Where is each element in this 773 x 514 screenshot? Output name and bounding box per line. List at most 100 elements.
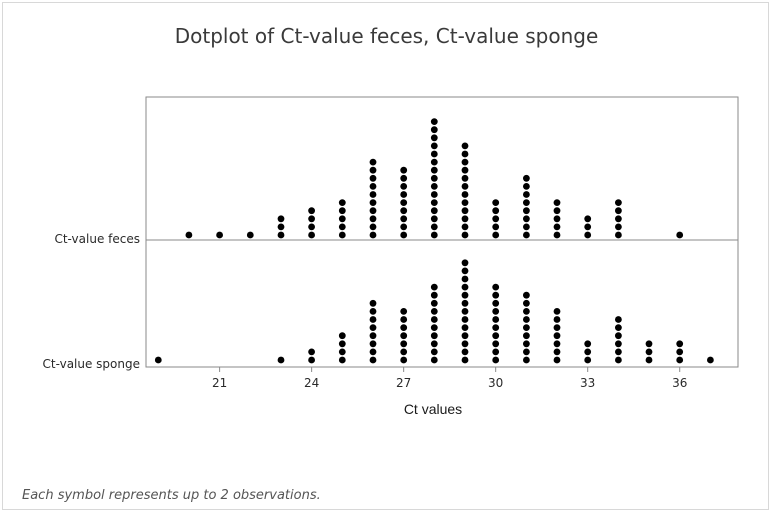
data-dot [430,174,438,182]
data-dot [400,191,408,198]
data-dot [523,291,530,299]
data-dot [461,348,469,356]
data-dot [615,348,622,356]
data-dot [430,283,438,291]
data-dot [430,356,438,364]
data-dot [492,340,500,348]
data-dot [492,283,500,291]
data-dot [615,356,622,364]
data-dot [216,231,224,239]
data-dot [584,348,592,356]
data-dot [430,223,438,231]
data-dot [523,332,530,340]
data-dot [461,356,469,364]
data-dot [523,316,530,323]
data-dot [400,316,408,323]
data-dot [369,191,377,198]
x-axis-label: Ct values [404,401,462,417]
data-dot [492,215,500,223]
data-dot [400,174,408,182]
data-dot [369,308,377,315]
data-dot [492,316,500,323]
data-dot [461,142,469,150]
data-dot [430,316,438,323]
x-tick-label: 27 [396,376,411,390]
data-dot [461,332,469,340]
data-dot [338,199,346,207]
data-dot [430,158,438,166]
data-dot [400,215,408,223]
data-dot [338,207,346,215]
data-dot [523,191,530,198]
data-dot [461,299,469,307]
data-dot [523,324,530,331]
data-dot [277,215,285,223]
data-dot [492,308,500,315]
data-dot [308,223,315,231]
data-dot [584,340,592,348]
data-dot [523,207,530,215]
plot-area [145,96,739,368]
data-dot [461,324,469,331]
data-dot [553,340,561,348]
data-dot [523,183,530,190]
data-dot [615,223,622,231]
data-dot [430,332,438,340]
data-dot [430,183,438,190]
data-dot [400,340,408,348]
data-dot [400,231,408,239]
data-dot [492,348,500,356]
data-dot [308,231,315,239]
data-dot [523,215,530,223]
data-dot [338,332,346,340]
data-dot [492,199,500,207]
data-dot [553,207,561,215]
data-dot [523,356,530,364]
data-dot [461,183,469,190]
data-dot [553,231,561,239]
data-dot [338,231,346,239]
data-dot [492,291,500,299]
x-tick-label: 33 [580,376,595,390]
data-dot [461,316,469,323]
data-dot [430,134,438,142]
x-tick-label: 30 [488,376,503,390]
data-dot [553,223,561,231]
data-dot [369,199,377,207]
data-dot [369,207,377,215]
data-dot [584,231,592,239]
footnote: Each symbol represents up to 2 observati… [22,488,321,503]
data-dot [430,348,438,356]
data-dot [615,324,622,331]
x-axis: 21 24 27 30 33 36 [212,367,687,390]
data-dot [430,199,438,207]
data-dot [615,340,622,348]
x-tick-label: 36 [672,376,687,390]
data-dot [369,223,377,231]
y-axis-labels: Ct-value feces Ct-value sponge [43,232,141,371]
data-dot [369,215,377,223]
data-dot [430,324,438,331]
data-dot [492,332,500,340]
data-dot [400,207,408,215]
data-dot [338,348,346,356]
data-dot [615,231,622,239]
data-dot [492,231,500,239]
data-dot [400,183,408,190]
data-dot [676,340,684,348]
data-dot [553,356,561,364]
data-dot [430,191,438,198]
data-dot [461,191,469,198]
data-dot [553,348,561,356]
data-dot [523,340,530,348]
data-dot [277,223,285,231]
data-dot [615,199,622,207]
data-dot [461,199,469,207]
data-dot [461,207,469,215]
data-dot [369,340,377,348]
data-dot [400,166,408,174]
data-dot [523,223,530,231]
data-dot [430,308,438,315]
data-dot [523,231,530,239]
data-dot [553,199,561,207]
